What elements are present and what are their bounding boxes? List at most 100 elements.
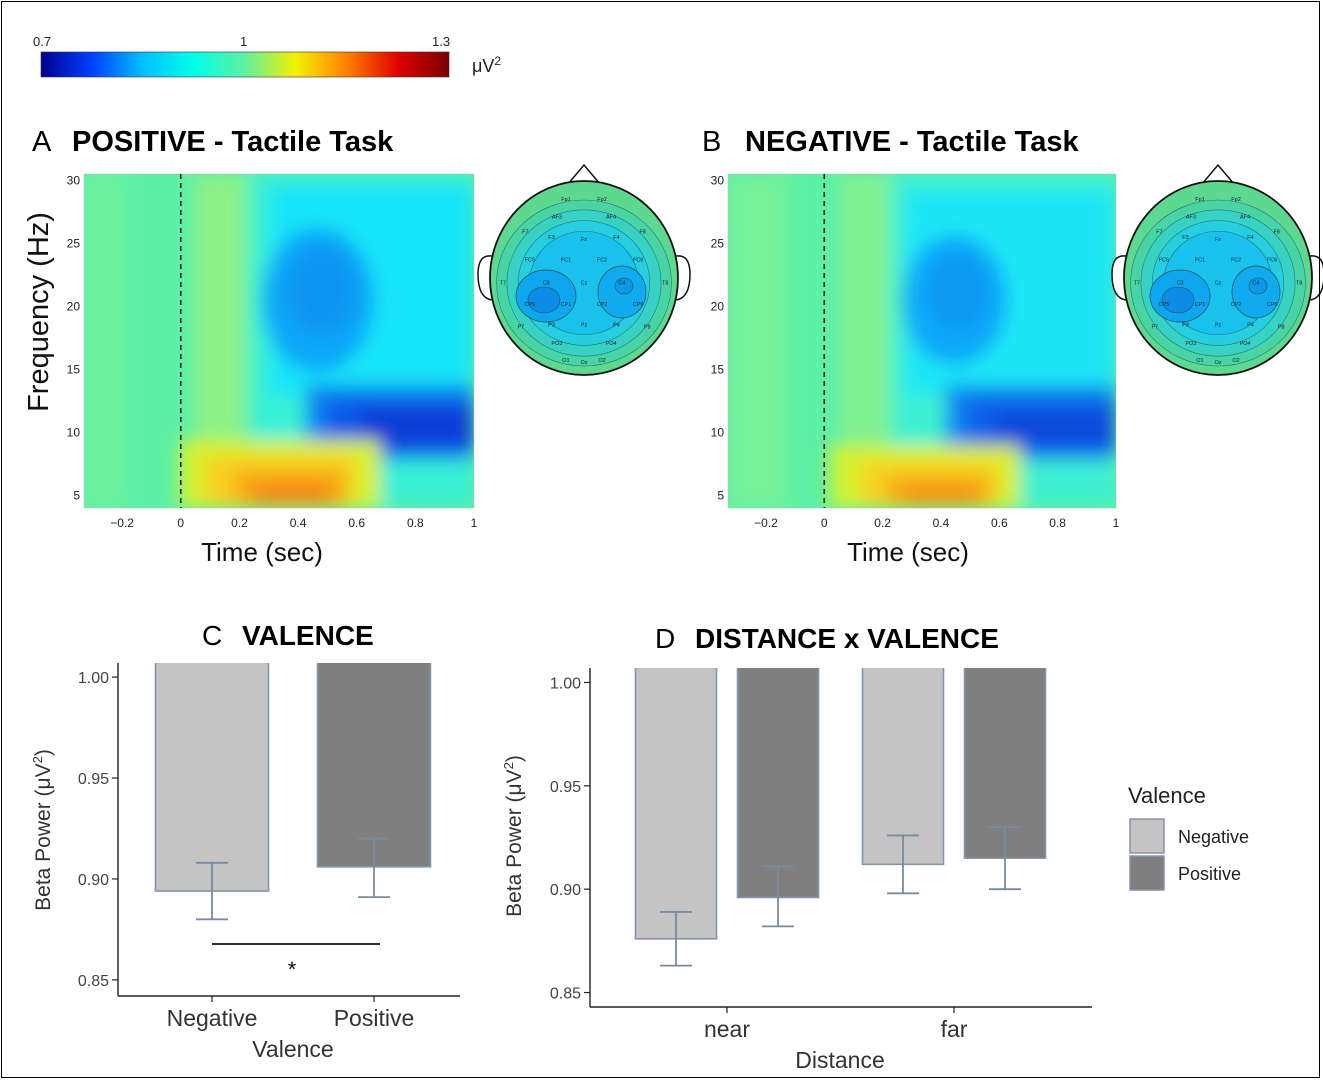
electrode-label-b-17: T8 (1296, 281, 1302, 287)
bar-d-near-positive (737, 668, 819, 898)
x-tick-label-b-0: −0.2 (754, 516, 778, 530)
bar-chart-c: 0.85 0.90 0.95 1.00 Negative Positive * (78, 663, 460, 1031)
topomap-surface-a (490, 181, 678, 375)
electrode-label-a-22: P7 (517, 324, 524, 330)
y-tick-label-d-3: 1.00 (550, 675, 581, 692)
electrode-label-b-26: P8 (1278, 324, 1285, 330)
electrode-label-a-14: C3 (543, 281, 550, 287)
legend-label-negative: Negative (1178, 827, 1249, 847)
legend-d: Valence Negative Positive (1128, 783, 1249, 891)
electrode-label-a-20: CP2 (597, 302, 608, 308)
bar-d-far-negative (862, 668, 944, 865)
x-axis-label-c: Valence (252, 1036, 333, 1062)
x-tick-label-b-6: 1 (1113, 516, 1120, 530)
panel-d: D DISTANCE x VALENCE 0.85 0.90 0.95 1.00 nea… (501, 623, 1249, 1073)
colorbar-gradient (40, 51, 450, 78)
topomap-b: Fp1 Fp2 AF3 AF4 F7 F3 Fz F4 F8 FC5 FC1 FC2 FC6 T7 C3 Cz… (1111, 163, 1323, 376)
electrode-label-a-1: Fp2 (597, 197, 606, 203)
x-tick-label-a-2: 0.2 (231, 516, 248, 530)
error-bar-c-0 (196, 861, 228, 921)
x-tick-label-a-0: −0.2 (110, 516, 134, 530)
left-ear-a (477, 255, 493, 301)
electrode-label-a-13: T7 (500, 281, 506, 287)
electrode-label-a-17: T8 (662, 281, 668, 287)
electrode-label-a-21: CP6 (633, 302, 644, 308)
electrode-label-a-18: CP5 (525, 302, 536, 308)
electrode-label-b-4: F7 (1156, 229, 1162, 235)
electrode-label-b-6: Fz (1215, 237, 1221, 243)
colorbar-tick-max: 1.3 (432, 34, 450, 49)
y-tick-label-a-3: 15 (67, 362, 81, 376)
x-axis-label-a: Time (sec) (201, 537, 323, 567)
electrode-label-a-7: F4 (613, 235, 619, 241)
colorbar: 0.7 1 1.3 μV2 (33, 34, 501, 78)
electrode-label-b-9: FC5 (1159, 257, 1169, 263)
electrode-label-a-9: FC5 (525, 257, 535, 263)
electrode-label-b-31: O2 (1232, 358, 1239, 364)
electrode-label-b-27: PO3 (1185, 341, 1196, 347)
y-tick-label-a-0: 30 (67, 173, 81, 187)
y-tick-label-b-5: 5 (717, 488, 724, 502)
electrode-label-a-15: Cz (581, 281, 588, 287)
x-tick-label-a-6: 1 (471, 516, 478, 530)
electrode-label-a-2: AF3 (552, 215, 562, 221)
panel-b: B NEGATIVE - Tactile Task −0.2 0 0.2 (702, 126, 1323, 567)
y-ticks-a: 30 25 20 15 10 5 (67, 173, 81, 502)
electrode-label-b-14: C3 (1177, 281, 1184, 287)
x-tick-label-b-1: 0 (821, 516, 828, 530)
electrode-label-b-11: FC2 (1231, 257, 1241, 263)
electrode-label-b-22: P7 (1151, 324, 1158, 330)
electrode-label-a-30: Oz (580, 360, 587, 366)
head-outline-b (1123, 180, 1313, 376)
electrode-label-b-0: Fp1 (1195, 197, 1204, 203)
y-axis-label-c: Beta Power (μV2) (30, 749, 55, 911)
electrode-label-a-3: AF4 (606, 215, 616, 221)
x-tick-label-a-1: 0 (177, 516, 184, 530)
electrode-label-a-23: P3 (548, 323, 555, 329)
x-tick-label-a-3: 0.4 (290, 516, 307, 530)
panel-a-title: POSITIVE - Tactile Task (72, 126, 394, 158)
electrode-label-b-20: CP2 (1231, 302, 1242, 308)
electrode-label-a-12: FC6 (633, 257, 643, 263)
electrode-label-a-10: FC1 (561, 257, 571, 263)
y-tick-label-a-4: 10 (67, 425, 81, 439)
x-tick-label-d-1: far (941, 1016, 968, 1042)
legend-swatch-negative (1129, 818, 1165, 854)
electrode-label-b-8: F8 (1273, 229, 1279, 235)
electrode-label-b-2: AF3 (1186, 215, 1196, 221)
electrode-label-b-23: P3 (1182, 323, 1189, 329)
electrode-label-a-29: O1 (562, 358, 569, 364)
x-tick-label-d-0: near (704, 1016, 750, 1042)
x-tick-label-b-2: 0.2 (874, 516, 891, 530)
y-tick-label-d-1: 0.90 (550, 882, 581, 899)
x-tick-label-b-4: 0.6 (991, 516, 1008, 530)
electrode-label-a-28: PO4 (606, 341, 617, 347)
electrode-label-b-12: FC6 (1267, 257, 1277, 263)
electrode-label-a-19: CP1 (561, 302, 572, 308)
nose-b (1201, 163, 1235, 185)
y-tick-label-b-2: 20 (711, 299, 725, 313)
topomap-surface-b (1124, 181, 1312, 375)
x-tick-label-c-0: Negative (167, 1005, 258, 1031)
y-tick-label-d-0: 0.85 (550, 986, 581, 1003)
y-tick-label-b-4: 10 (711, 425, 725, 439)
electrode-label-b-30: Oz (1214, 360, 1221, 366)
x-axis-label-d: Distance (795, 1047, 884, 1073)
panel-a: A POSITIVE - Tactile Task −0.2 0 0.2 (23, 126, 691, 567)
panel-a-letter: A (32, 126, 52, 158)
left-ear-b (1111, 255, 1127, 301)
electrode-label-b-7: F4 (1247, 235, 1253, 241)
electrode-label-a-5: F3 (548, 235, 554, 241)
y-axis-label-d: Beta Power (μV2) (501, 755, 526, 917)
electrode-label-b-1: Fp2 (1231, 197, 1240, 203)
electrode-label-b-29: O1 (1196, 358, 1203, 364)
panel-d-title: DISTANCE x VALENCE (695, 623, 999, 654)
electrode-label-b-28: PO4 (1240, 341, 1251, 347)
electrode-label-b-25: P4 (1247, 323, 1254, 329)
x-tick-label-a-5: 0.8 (407, 516, 424, 530)
x-axis-label-b: Time (sec) (847, 537, 969, 567)
error-bar-d-0-1 (762, 865, 794, 928)
error-bar-d-1-1 (989, 826, 1021, 891)
significance-marker: * (288, 957, 297, 982)
electrode-label-a-25: P4 (613, 323, 620, 329)
